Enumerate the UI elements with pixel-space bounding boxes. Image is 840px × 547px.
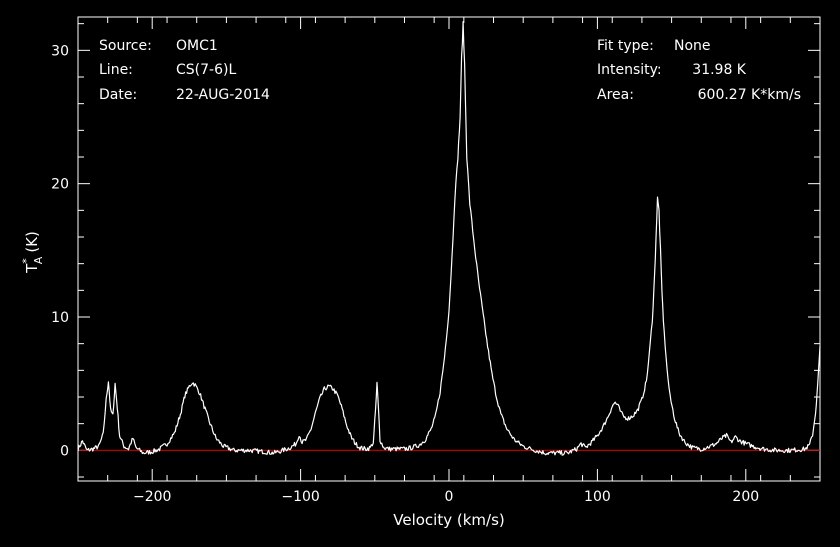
y-tick-label: 30 <box>51 43 69 59</box>
spectrum-line <box>77 21 821 456</box>
y-tick-label: 0 <box>60 443 69 459</box>
y-axis-label-unit: (K) <box>23 231 41 253</box>
x-tick-label: −100 <box>281 489 319 505</box>
x-tick-label: 100 <box>584 489 611 505</box>
y-tick-label: 20 <box>51 177 69 193</box>
y-axis-label-main: T <box>23 263 41 274</box>
x-tick-label: −200 <box>133 489 171 505</box>
source-value: OMC1 <box>176 38 218 54</box>
line-label: Line: <box>99 62 133 78</box>
date-value: 22-AUG-2014 <box>176 87 270 103</box>
fit-type-label: Fit type: <box>597 38 654 54</box>
area-value: 600.27 K*km/s <box>698 87 801 103</box>
x-axis-label: Velocity (km/s) <box>393 511 504 529</box>
date-label: Date: <box>99 87 137 103</box>
y-axis-label: T*A (K) <box>20 231 45 274</box>
y-axis-label-sub: A <box>32 256 45 264</box>
y-tick-labels: 0 10 20 30 <box>51 43 69 459</box>
x-tick-label: 200 <box>732 489 759 505</box>
intensity-value: 31.98 K <box>692 62 747 78</box>
y-tick-label: 10 <box>51 310 69 326</box>
x-tick-label: 0 <box>445 489 454 505</box>
intensity-label: Intensity: <box>597 62 662 78</box>
svg-text:T*A(K): T*A (K) <box>20 231 45 274</box>
fit-type-value: None <box>674 38 711 54</box>
source-label: Source: <box>99 38 152 54</box>
y-axis-label-sup: * <box>20 258 33 264</box>
x-tick-labels: −200 −100 0 100 200 <box>133 489 759 505</box>
axis-ticks <box>77 17 821 481</box>
line-value: CS(7-6)L <box>176 62 236 78</box>
area-label: Area: <box>597 87 634 103</box>
